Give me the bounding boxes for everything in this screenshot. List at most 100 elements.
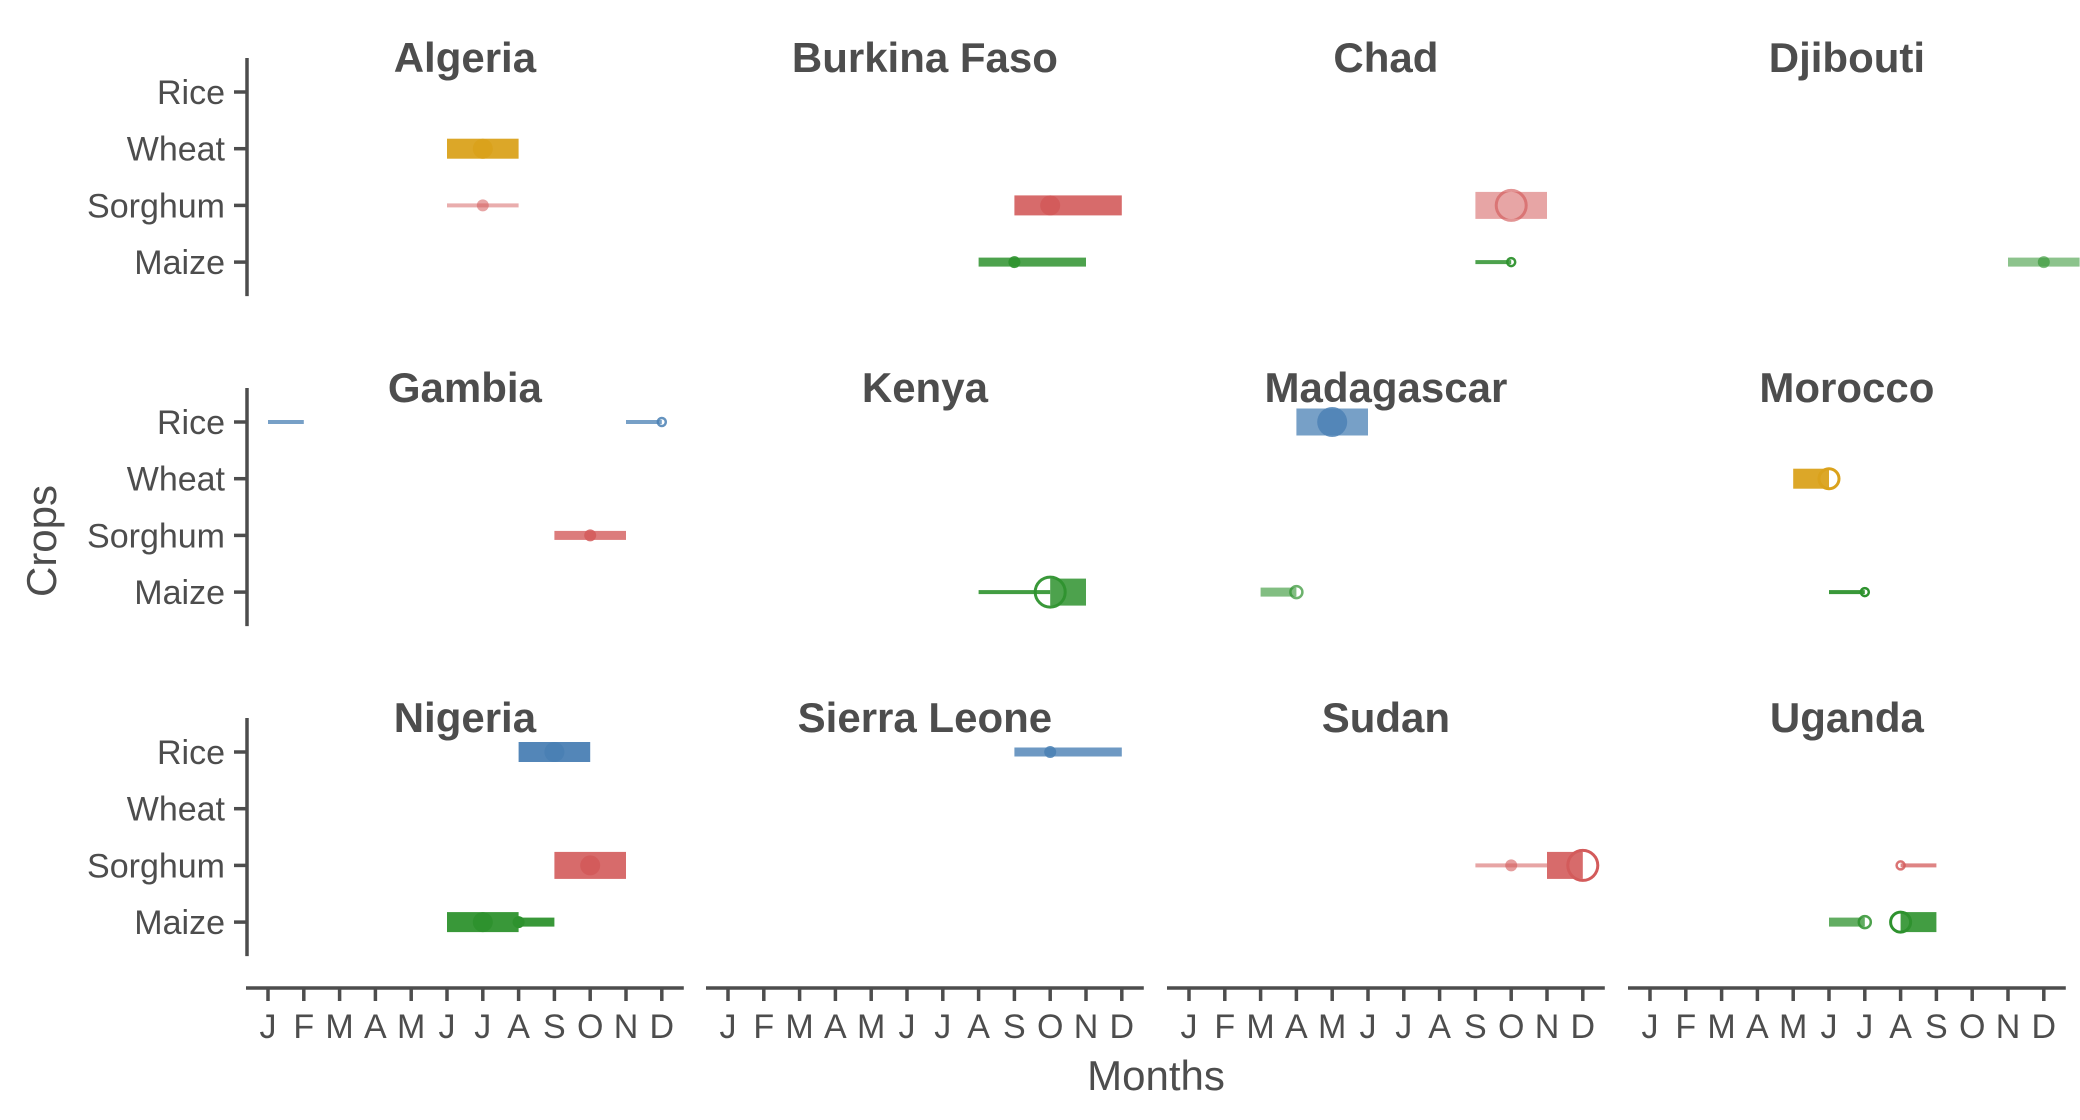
range-bar-nigeria-maize-3 — [518, 917, 555, 927]
range-bar-sudan-sorghum-1 — [1547, 851, 1583, 879]
x-tick-label-nigeria-2: M — [325, 1008, 353, 1046]
y-tick-label-gambia-rice: Rice — [157, 404, 225, 442]
x-tick-label-sierra-leone-6: J — [934, 1008, 951, 1046]
x-tick-label-sierra-leone-3: A — [824, 1008, 847, 1046]
x-tick-label-nigeria-11: D — [650, 1008, 675, 1046]
peak-point-burkina-faso-maize-1 — [1008, 256, 1021, 269]
facet-title-chad: Chad — [1333, 34, 1438, 81]
x-tick-label-uganda-0: J — [1642, 1008, 1659, 1046]
x-tick-label-sudan-7: A — [1428, 1008, 1451, 1046]
y-tick-label-gambia-maize: Maize — [134, 574, 225, 612]
x-tick-label-uganda-5: J — [1821, 1008, 1838, 1046]
x-tick-label-uganda-6: J — [1856, 1008, 1873, 1046]
peak-point-nigeria-maize-3 — [512, 916, 525, 929]
peak-point-sudan-sorghum-1 — [1566, 848, 1600, 882]
x-tick-label-sierra-leone-4: M — [857, 1008, 885, 1046]
facet-title-madagascar: Madagascar — [1265, 364, 1508, 411]
peak-point-uganda-maize-2 — [1889, 910, 1913, 934]
range-bar-kenya-maize-0 — [978, 590, 1051, 595]
facet-title-kenya: Kenya — [862, 364, 989, 411]
x-tick-label-nigeria-4: M — [397, 1008, 425, 1046]
range-bar-uganda-sorghum-0 — [1900, 863, 1937, 868]
x-tick-label-nigeria-9: O — [577, 1008, 603, 1046]
range-bar-madagascar-maize-1 — [1260, 587, 1297, 597]
x-tick-label-sierra-leone-0: J — [720, 1008, 737, 1046]
peak-point-burkina-faso-sorghum-0 — [1040, 195, 1061, 216]
x-tick-label-sudan-10: N — [1535, 1008, 1560, 1046]
peak-point-gambia-sorghum-2 — [584, 529, 597, 542]
x-tick-label-nigeria-3: A — [364, 1008, 387, 1046]
peak-point-djibouti-maize-0 — [2037, 256, 2050, 269]
x-tick-label-nigeria-10: N — [614, 1008, 639, 1046]
x-tick-label-sudan-9: O — [1498, 1008, 1524, 1046]
peak-point-chad-maize-1 — [1505, 256, 1517, 268]
y-tick-label-nigeria-wheat: Wheat — [127, 791, 226, 829]
x-tick-label-sudan-6: J — [1395, 1008, 1412, 1046]
x-tick-label-sudan-0: J — [1181, 1008, 1198, 1046]
range-bar-chad-maize-1 — [1475, 260, 1512, 265]
x-tick-label-uganda-3: A — [1746, 1008, 1769, 1046]
x-tick-label-sierra-leone-1: F — [753, 1008, 774, 1046]
x-tick-label-uganda-11: D — [2032, 1008, 2057, 1046]
facet-title-djibouti: Djibouti — [1769, 34, 1925, 81]
x-tick-label-sudan-3: A — [1285, 1008, 1308, 1046]
range-bar-gambia-rice-0 — [268, 420, 304, 424]
x-tick-label-sudan-11: D — [1571, 1008, 1596, 1046]
x-tick-label-uganda-9: O — [1959, 1008, 1985, 1046]
peak-point-madagascar-rice-0 — [1317, 407, 1348, 437]
x-tick-label-nigeria-7: A — [507, 1008, 530, 1046]
x-tick-label-sierra-leone-5: J — [899, 1008, 916, 1046]
facet-title-nigeria: Nigeria — [394, 694, 537, 741]
facet-title-burkina-faso: Burkina Faso — [792, 34, 1058, 81]
peak-point-sudan-sorghum-0 — [1505, 859, 1518, 872]
x-tick-label-uganda-10: N — [1996, 1008, 2021, 1046]
facet-title-sudan: Sudan — [1322, 694, 1450, 741]
x-tick-label-uganda-8: S — [1925, 1008, 1948, 1046]
peak-point-chad-sorghum-0 — [1494, 188, 1528, 222]
peak-point-kenya-maize-1 — [1033, 575, 1067, 609]
facet-title-gambia: Gambia — [388, 364, 543, 411]
x-tick-label-sudan-8: S — [1464, 1008, 1487, 1046]
x-tick-label-uganda-2: M — [1707, 1008, 1735, 1046]
y-tick-label-algeria-wheat: Wheat — [127, 131, 226, 169]
peak-point-nigeria-maize-2 — [472, 912, 493, 933]
x-tick-label-uganda-7: A — [1889, 1008, 1912, 1046]
peak-point-algeria-sorghum-1 — [476, 199, 489, 212]
range-bar-burkina-faso-maize-1 — [978, 257, 1086, 267]
peak-point-sierra-leone-rice-0 — [1044, 746, 1057, 758]
y-tick-label-gambia-wheat: Wheat — [127, 461, 226, 499]
y-tick-label-gambia-sorghum: Sorghum — [87, 517, 225, 555]
range-bar-morocco-maize-1 — [1829, 590, 1865, 595]
y-tick-label-nigeria-sorghum: Sorghum — [87, 847, 225, 885]
facet-title-uganda: Uganda — [1770, 694, 1925, 741]
x-tick-label-uganda-4: M — [1779, 1008, 1807, 1046]
y-tick-label-algeria-maize: Maize — [134, 244, 225, 282]
x-tick-label-sudan-5: J — [1360, 1008, 1377, 1046]
x-tick-label-sierra-leone-9: O — [1037, 1008, 1063, 1046]
facet-title-sierra-leone: Sierra Leone — [798, 694, 1052, 741]
peak-point-nigeria-sorghum-1 — [580, 855, 601, 876]
y-tick-label-nigeria-rice: Rice — [157, 734, 225, 772]
x-tick-label-nigeria-0: J — [260, 1008, 277, 1046]
x-tick-label-nigeria-6: J — [474, 1008, 491, 1046]
range-bar-kenya-maize-1 — [1050, 578, 1086, 606]
facet-title-morocco: Morocco — [1759, 364, 1934, 411]
x-axis-title: Months — [1087, 1052, 1225, 1099]
peak-point-algeria-wheat-0 — [472, 138, 493, 159]
range-bar-gambia-rice-1 — [626, 420, 662, 424]
x-tick-label-sierra-leone-7: A — [967, 1008, 990, 1046]
x-tick-label-sudan-1: F — [1214, 1008, 1235, 1046]
peak-point-madagascar-maize-1 — [1289, 584, 1304, 600]
peak-point-uganda-sorghum-0 — [1895, 860, 1906, 871]
x-tick-label-nigeria-8: S — [543, 1008, 566, 1046]
peak-point-nigeria-rice-0 — [544, 742, 565, 762]
x-tick-label-nigeria-1: F — [293, 1008, 314, 1046]
peak-point-gambia-rice-1 — [656, 416, 668, 428]
facet-title-algeria: Algeria — [394, 34, 537, 81]
x-tick-label-sierra-leone-2: M — [785, 1008, 813, 1046]
range-bar-chad-sorghum-0 — [1475, 191, 1547, 219]
range-bar-uganda-maize-1 — [1829, 917, 1865, 927]
x-tick-label-sierra-leone-10: N — [1074, 1008, 1099, 1046]
